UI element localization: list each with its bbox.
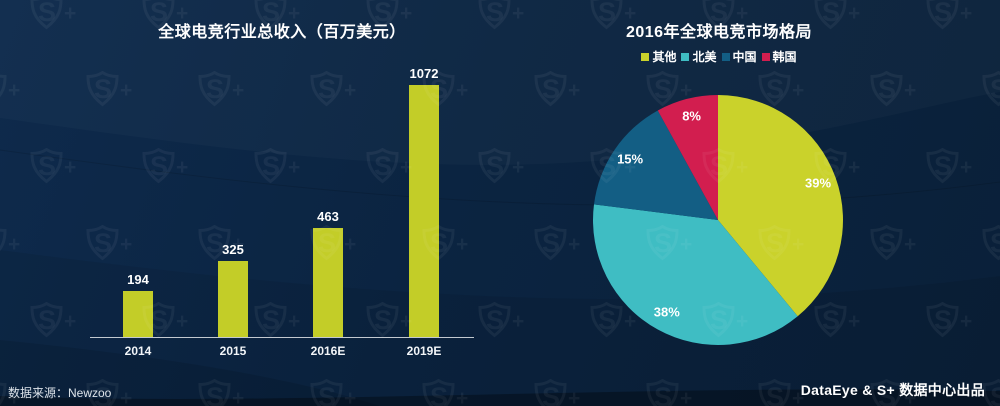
legend-item-3: 韩国 <box>761 50 797 64</box>
legend-item-0: 其他 <box>641 51 676 63</box>
x-axis-line <box>90 337 474 338</box>
bar-category-label: 2019E <box>406 344 442 358</box>
pie-chart: 39% 38% 15% 8% <box>593 95 843 345</box>
bar-value-label: 463 <box>317 209 339 224</box>
pie-percent-label: 15% <box>617 152 643 167</box>
credit-label: DataEye & S+ 数据中心出品 <box>800 382 985 398</box>
pie-percent-label: 8% <box>682 109 701 124</box>
bar-2016E <box>313 228 343 337</box>
wave-bottom-edge <box>0 389 1000 406</box>
legend-label: 中国 <box>732 50 757 64</box>
bar-2015 <box>218 261 248 337</box>
legend-item-1: 北美 <box>681 50 717 64</box>
bar-value-label: 194 <box>127 272 149 287</box>
pie-slice-1 <box>593 204 798 345</box>
legend-swatch-icon <box>681 53 690 61</box>
bar-chart-title: 全球电竞行业总收入（百万美元） <box>158 24 406 41</box>
pie-slice-3 <box>657 95 718 220</box>
bar-value-label: 1072 <box>409 66 439 81</box>
bar-2014 <box>123 291 153 337</box>
legend-label: 其他 <box>652 50 677 64</box>
bar-category-label: 2016E <box>310 344 346 358</box>
pie-slice-0 <box>718 95 843 317</box>
legend-swatch-icon <box>721 53 730 61</box>
wave-band-bottom <box>0 250 1000 406</box>
bar-category-label: 2014 <box>124 344 152 358</box>
pie-legend: 其他 北美 中国 韩国 <box>569 51 869 63</box>
pie-chart-title: 2016年全球电竞市场格局 <box>625 24 813 41</box>
pie-percent-label: 38% <box>654 305 680 320</box>
legend-swatch-icon <box>761 53 770 61</box>
bar-chart-plot: 194 325 463 1072 <box>90 0 474 338</box>
legend-swatch-icon <box>641 53 650 61</box>
data-source-label: 数据来源：Newzoo <box>8 386 112 400</box>
bar-value-label: 325 <box>222 242 244 257</box>
wave-corner-shade <box>0 340 380 406</box>
pie-percent-label: 39% <box>805 175 831 190</box>
bar-2019E <box>409 85 439 337</box>
legend-label: 韩国 <box>772 50 797 64</box>
legend-label: 北美 <box>692 50 717 64</box>
pie-slice-2 <box>593 110 718 220</box>
bar-category-label: 2015 <box>219 344 247 358</box>
legend-item-2: 中国 <box>721 50 757 64</box>
